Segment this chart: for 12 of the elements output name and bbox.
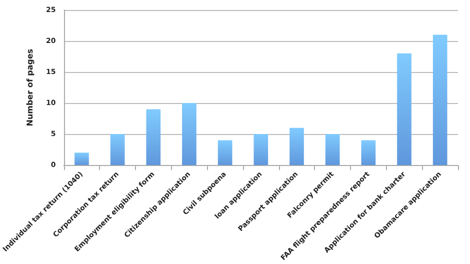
y-axis-title: Number of pages <box>25 48 34 126</box>
bar <box>325 134 340 166</box>
bar <box>182 103 196 166</box>
bar <box>74 152 89 166</box>
bar <box>290 128 304 166</box>
bar <box>254 134 268 166</box>
bar <box>110 134 125 166</box>
bar <box>397 53 412 166</box>
bar <box>218 140 232 166</box>
bar <box>146 109 161 166</box>
bar <box>361 140 376 166</box>
bar <box>432 34 448 166</box>
